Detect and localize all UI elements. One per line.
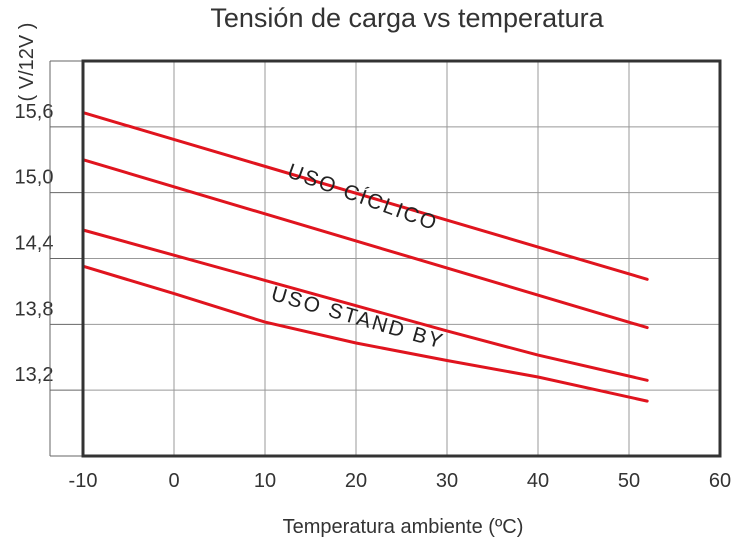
series-line bbox=[81, 158, 649, 330]
x-tick-label: 10 bbox=[254, 470, 276, 492]
plot-frame bbox=[81, 59, 722, 458]
annotation-label: USO CÍCLICO bbox=[284, 160, 441, 236]
series-line bbox=[81, 264, 649, 403]
x-tick-label: 40 bbox=[527, 470, 549, 492]
grid bbox=[83, 61, 720, 456]
y-tick-label: 15,0 bbox=[15, 167, 54, 189]
y-tick-label: 14,4 bbox=[15, 233, 54, 255]
x-axis-label: Temperatura ambiente (ºC) bbox=[283, 516, 524, 538]
y-tick-label: 15,6 bbox=[15, 101, 54, 123]
x-tick-label: 30 bbox=[436, 470, 458, 492]
x-tick-label: 50 bbox=[618, 470, 640, 492]
series-line bbox=[81, 111, 649, 281]
y-axis-label: ( V/12V ) bbox=[16, 23, 38, 102]
series-group bbox=[81, 111, 649, 403]
x-tick-label: 60 bbox=[709, 470, 731, 492]
x-tick-label: -10 bbox=[69, 470, 98, 492]
y-tick-label: 13,8 bbox=[15, 298, 54, 320]
axes: -10 0 10 20 30 40 50 60 13,2 13,8 14,4 15,0 15,6 bbox=[15, 59, 731, 492]
series-line bbox=[81, 228, 649, 382]
chart-title: Tensión de carga vs temperatura bbox=[210, 3, 604, 33]
x-tick-label: 0 bbox=[168, 470, 179, 492]
y-tick-label: 13,2 bbox=[15, 364, 54, 386]
x-tick-label: 20 bbox=[345, 470, 367, 492]
